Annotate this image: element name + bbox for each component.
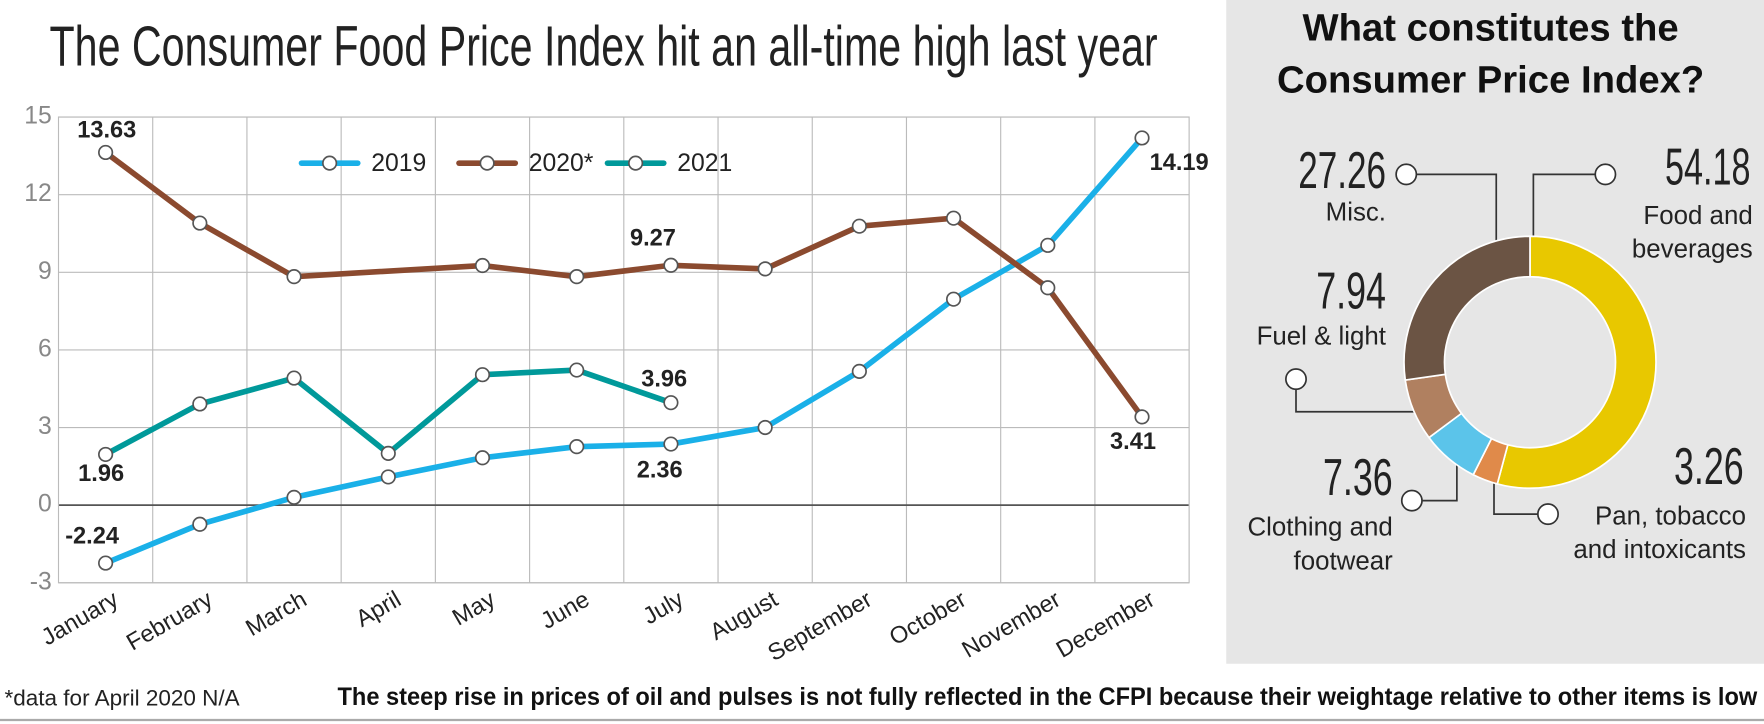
leader-dot bbox=[1400, 489, 1423, 512]
y-tick-label: 3 bbox=[38, 413, 52, 440]
point bbox=[663, 395, 679, 411]
point bbox=[945, 210, 962, 226]
y-tick-label: 12 bbox=[24, 180, 52, 207]
donut-category: Clothing and footwear bbox=[1247, 511, 1393, 575]
data-label: 1.96 bbox=[78, 461, 124, 487]
x-tick-label: September bbox=[764, 587, 877, 667]
donut-value: 3.26 bbox=[1674, 437, 1744, 495]
point bbox=[1134, 130, 1150, 146]
donut-value: 7.94 bbox=[1316, 261, 1386, 319]
leader bbox=[1532, 173, 1596, 242]
series-line bbox=[102, 367, 674, 458]
data-label: 9.27 bbox=[630, 226, 676, 252]
point bbox=[286, 269, 302, 285]
point bbox=[474, 257, 491, 274]
x-tick-label: August bbox=[706, 586, 783, 645]
point bbox=[192, 396, 208, 412]
point bbox=[569, 439, 585, 455]
x-tick-label: March bbox=[242, 587, 312, 642]
connector bbox=[291, 262, 486, 280]
point bbox=[1134, 409, 1150, 425]
donut-category: Fuel & light bbox=[1257, 322, 1386, 350]
point bbox=[474, 450, 491, 466]
series-line bbox=[102, 149, 297, 280]
legend-marker bbox=[628, 155, 644, 171]
footnote: *data for April 2020 N/A bbox=[5, 686, 240, 711]
x-tick-label: April bbox=[352, 587, 406, 633]
data-label: -2.24 bbox=[65, 523, 119, 549]
legend-marker bbox=[322, 155, 338, 171]
point bbox=[569, 362, 585, 378]
y-tick-label: 15 bbox=[24, 103, 52, 130]
donut-value: 54.18 bbox=[1665, 138, 1751, 196]
data-label: 14.19 bbox=[1150, 150, 1209, 176]
legend-label: 2019 bbox=[371, 150, 426, 177]
series-line bbox=[102, 135, 1145, 566]
point bbox=[286, 370, 302, 386]
point bbox=[192, 516, 208, 532]
point bbox=[286, 489, 302, 505]
donut-value: 27.26 bbox=[1298, 141, 1386, 199]
x-tick-label: February bbox=[122, 586, 217, 656]
plot-frame bbox=[57, 116, 1190, 584]
point bbox=[98, 555, 114, 571]
point bbox=[98, 446, 114, 463]
donut-category: Pan, tobacco and intoxicants bbox=[1573, 500, 1746, 564]
x-tick-label: January bbox=[37, 586, 123, 651]
point bbox=[1040, 280, 1056, 296]
leader bbox=[1416, 173, 1498, 242]
leader-dot bbox=[1537, 503, 1559, 526]
x-tick-label: November bbox=[958, 587, 1065, 664]
point bbox=[851, 363, 867, 379]
point bbox=[380, 445, 396, 461]
leader-lines bbox=[1285, 163, 1617, 526]
legend-label: 2020* bbox=[529, 150, 594, 177]
x-tick-label: May bbox=[448, 586, 500, 631]
point bbox=[380, 469, 396, 485]
y-tick-label: 0 bbox=[38, 491, 52, 518]
caption: The steep rise in prices of oil and puls… bbox=[338, 684, 1758, 711]
data-label: 3.41 bbox=[1110, 429, 1156, 455]
x-tick-label: June bbox=[537, 587, 594, 635]
point bbox=[1040, 237, 1056, 253]
data-label: 3.96 bbox=[641, 366, 687, 392]
y-tick-label: 9 bbox=[38, 258, 52, 285]
point bbox=[98, 144, 114, 161]
donut-slice bbox=[1403, 235, 1531, 382]
x-tick-label: July bbox=[639, 586, 689, 630]
donut-category: Food and beverages bbox=[1631, 200, 1753, 264]
leader bbox=[1493, 470, 1538, 515]
leader-dot bbox=[1395, 163, 1418, 186]
point bbox=[945, 291, 962, 307]
side-panel bbox=[1226, 0, 1764, 664]
leader-dot bbox=[1285, 368, 1307, 391]
point bbox=[663, 436, 679, 452]
leader-dot bbox=[1594, 163, 1617, 186]
leader bbox=[1295, 389, 1424, 413]
point bbox=[757, 419, 773, 436]
point bbox=[569, 269, 585, 285]
point bbox=[192, 215, 208, 231]
series-line bbox=[479, 215, 1145, 420]
donut-title: What constitutes the Consumer Price Inde… bbox=[1276, 6, 1705, 102]
point bbox=[757, 261, 773, 277]
donut-value: 7.36 bbox=[1323, 448, 1393, 506]
y-tick-label: -3 bbox=[30, 568, 52, 595]
legend-label: 2021 bbox=[677, 150, 732, 177]
point bbox=[474, 367, 491, 383]
point bbox=[851, 218, 867, 234]
point bbox=[663, 257, 679, 273]
data-label: 13.63 bbox=[77, 117, 136, 143]
x-tick-label: December bbox=[1052, 587, 1159, 664]
chart-title: The Consumer Food Price Index hit an all… bbox=[50, 14, 1158, 77]
donut-slice bbox=[1496, 235, 1657, 490]
data-label: 2.36 bbox=[637, 457, 683, 483]
legend-marker bbox=[479, 155, 495, 171]
y-tick-label: 6 bbox=[38, 335, 52, 362]
donut-category: Misc. bbox=[1326, 199, 1386, 227]
